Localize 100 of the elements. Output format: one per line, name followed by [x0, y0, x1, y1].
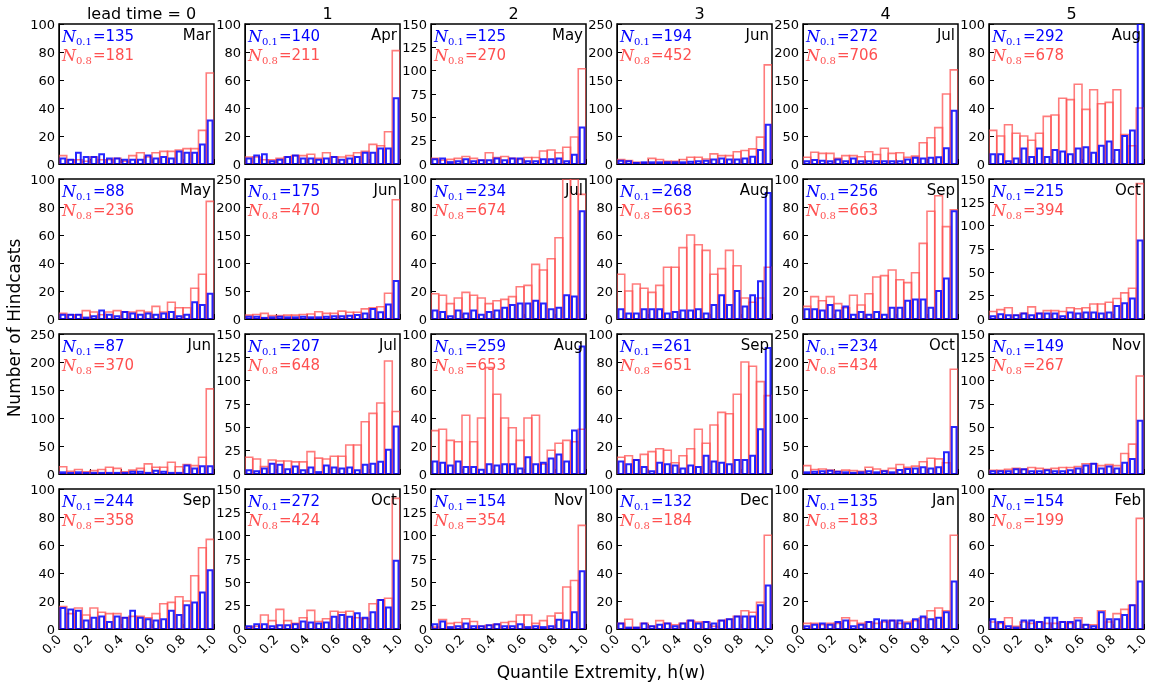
y-tick-label: 125 — [960, 194, 985, 210]
x-tick-label: 1.0 — [938, 631, 964, 657]
y-tick-label: 50 — [410, 574, 427, 590]
y-tick-label: 80 — [38, 44, 55, 60]
y-tick-label: 200 — [30, 354, 55, 370]
y-tick-label: 100 — [216, 16, 241, 32]
y-tick-label: 150 — [774, 72, 799, 88]
y-tick-label: 40 — [968, 565, 985, 581]
y-tick-label: 50 — [410, 109, 427, 125]
annotation: Sep — [926, 180, 955, 199]
y-tick-label: 125 — [402, 39, 427, 55]
chart-title: lead time = 0 — [86, 3, 197, 23]
y-tick-label: 80 — [596, 199, 613, 215]
y-tick-label: 150 — [216, 326, 241, 342]
x-tick-label: 0.2 — [442, 631, 468, 657]
y-tick-label: 25 — [968, 443, 985, 459]
y-tick-label: 40 — [410, 410, 427, 426]
y-tick-label: 50 — [782, 128, 799, 144]
y-tick-label: 0 — [790, 156, 799, 172]
x-tick-label: 0.8 — [721, 631, 747, 657]
chart-title: 1 — [322, 3, 333, 23]
y-tick-label: 250 — [588, 16, 613, 32]
y-tick-label: 25 — [968, 288, 985, 304]
x-tick-label: 1.0 — [1124, 631, 1150, 657]
annotation: Jun — [186, 335, 211, 354]
y-tick-label: 100 — [588, 100, 613, 116]
y-tick-label: 20 — [968, 128, 985, 144]
y-tick-label: 150 — [216, 481, 241, 497]
y-tick-label: 75 — [968, 241, 985, 257]
y-tick-label: 0 — [46, 466, 55, 482]
y-tick-label: 40 — [38, 565, 55, 581]
y-tick-label: 125 — [216, 349, 241, 365]
annotation: Sep — [182, 490, 211, 509]
y-tick-label: 0 — [790, 466, 799, 482]
y-tick-label: 50 — [224, 419, 241, 435]
y-tick-label: 25 — [410, 133, 427, 149]
y-tick-label: 20 — [38, 128, 55, 144]
x-tick-label: 0.4 — [659, 631, 685, 657]
y-tick-label: 50 — [38, 438, 55, 454]
x-tick-label: 0.2 — [256, 631, 282, 657]
y-tick-label: 250 — [216, 171, 241, 187]
y-tick-label: 75 — [410, 551, 427, 567]
y-tick-label: 60 — [38, 537, 55, 553]
y-tick-label: 50 — [596, 128, 613, 144]
chart-title: 4 — [880, 3, 891, 23]
x-tick-label: 0.6 — [1062, 631, 1088, 657]
y-tick-label: 100 — [402, 528, 427, 544]
annotation: Dec — [739, 490, 769, 509]
y-tick-label: 0 — [976, 156, 985, 172]
y-tick-label: 60 — [224, 72, 241, 88]
y-tick-label: 80 — [782, 199, 799, 215]
y-tick-label: 20 — [596, 438, 613, 454]
annotation: Feb — [1114, 490, 1141, 509]
y-tick-label: 0 — [604, 311, 613, 327]
chart-title: 2 — [508, 3, 519, 23]
x-tick-label: 0.4 — [1031, 631, 1057, 657]
y-tick-label: 20 — [968, 593, 985, 609]
y-tick-label: 80 — [596, 509, 613, 525]
annotation: Apr — [371, 25, 398, 44]
y-tick-label: 80 — [38, 199, 55, 215]
y-tick-label: 0 — [604, 156, 613, 172]
y-tick-label: 80 — [968, 44, 985, 60]
x-tick-label: 0.8 — [1093, 631, 1119, 657]
y-tick-label: 150 — [402, 481, 427, 497]
y-tick-label: 60 — [410, 382, 427, 398]
y-tick-label: 200 — [774, 44, 799, 60]
x-tick-label: 0.6 — [876, 631, 902, 657]
y-tick-label: 150 — [960, 171, 985, 187]
y-tick-label: 100 — [402, 63, 427, 79]
y-tick-label: 100 — [30, 171, 55, 187]
y-tick-label: 20 — [782, 593, 799, 609]
x-tick-label: 1.0 — [380, 631, 406, 657]
x-tick-label: 0.8 — [349, 631, 375, 657]
y-tick-label: 40 — [968, 100, 985, 116]
y-tick-label: 40 — [224, 100, 241, 116]
x-tick-label: 1.0 — [752, 631, 778, 657]
annotation: Jan — [930, 490, 955, 509]
annotation: Aug — [739, 180, 769, 199]
y-tick-label: 80 — [410, 199, 427, 215]
y-tick-label: 100 — [960, 218, 985, 234]
y-tick-label: 100 — [588, 171, 613, 187]
annotation: Jun — [744, 25, 769, 44]
x-tick-label: 0.8 — [535, 631, 561, 657]
y-tick-label: 100 — [774, 100, 799, 116]
y-tick-label: 60 — [38, 72, 55, 88]
y-tick-label: 100 — [774, 481, 799, 497]
y-tick-label: 60 — [782, 537, 799, 553]
y-tick-label: 0 — [418, 466, 427, 482]
y-tick-label: 20 — [596, 283, 613, 299]
x-tick-label: 0.2 — [70, 631, 96, 657]
y-tick-label: 40 — [596, 565, 613, 581]
y-tick-label: 80 — [968, 509, 985, 525]
y-tick-label: 0 — [232, 311, 241, 327]
y-tick-label: 40 — [596, 255, 613, 271]
x-tick-label: 0.4 — [287, 631, 313, 657]
y-tick-label: 20 — [38, 593, 55, 609]
y-tick-label: 75 — [968, 396, 985, 412]
y-tick-label: 60 — [596, 537, 613, 553]
x-tick-label: 1.0 — [194, 631, 220, 657]
annotation: Aug — [553, 335, 583, 354]
